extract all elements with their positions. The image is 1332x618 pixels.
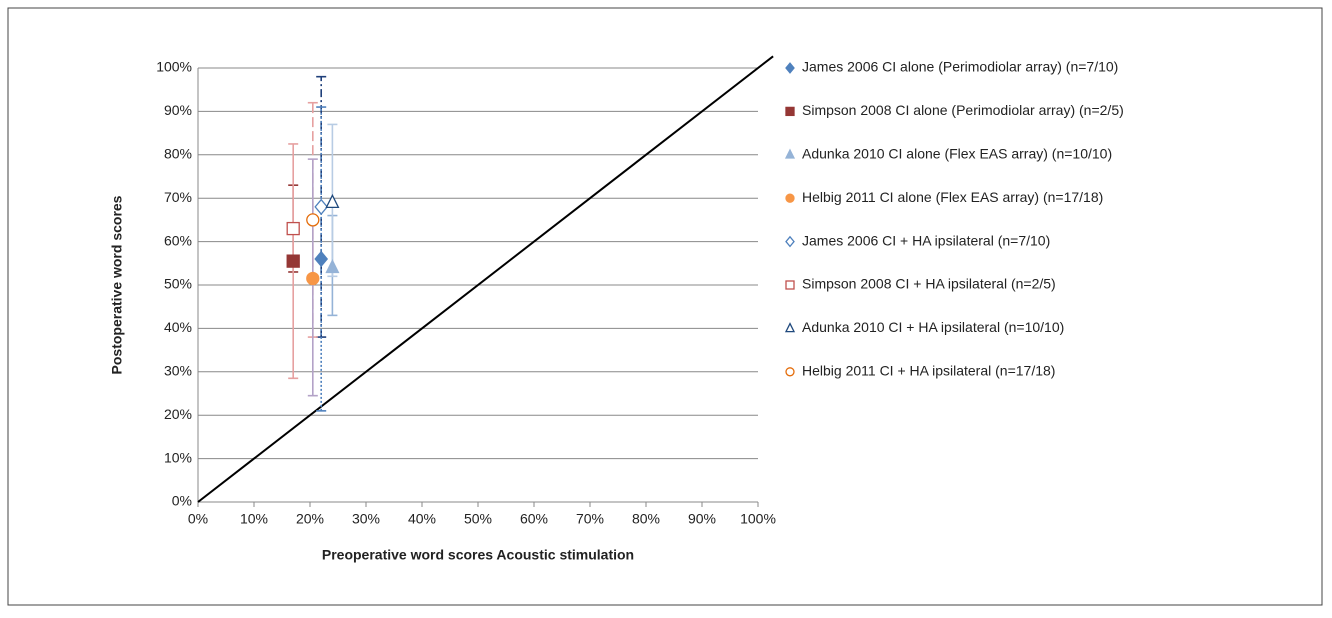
legend-marker (784, 322, 796, 333)
marker (286, 254, 300, 268)
x-tick-label: 40% (408, 511, 436, 527)
x-tick-label: 90% (688, 511, 716, 527)
x-tick-label: 70% (576, 511, 604, 527)
y-axis-title: Postoperative word scores (109, 195, 125, 374)
x-tick-label: 10% (240, 511, 268, 527)
x-tick-label: 0% (188, 511, 208, 527)
legend-label: Helbig 2011 CI alone (Flex EAS array) (n… (802, 189, 1103, 205)
y-tick-label: 70% (164, 189, 192, 205)
marker (325, 258, 340, 274)
legend-label: Adunka 2010 CI + HA ipsilateral (n=10/10… (802, 319, 1064, 335)
legend-marker (784, 148, 796, 159)
legend-label: Simpson 2008 CI + HA ipsilateral (n=2/5) (802, 276, 1056, 292)
y-tick-label: 80% (164, 146, 192, 162)
y-tick-label: 0% (172, 493, 192, 509)
x-tick-label: 30% (352, 511, 380, 527)
y-tick-label: 10% (164, 449, 192, 465)
legend-marker (785, 62, 795, 74)
legend-label: Helbig 2011 CI + HA ipsilateral (n=17/18… (802, 363, 1055, 379)
legend-marker (785, 235, 795, 248)
marker (286, 221, 300, 236)
x-axis-title: Preoperative word scores Acoustic stimul… (322, 547, 634, 563)
marker (314, 250, 329, 268)
y-tick-label: 100% (156, 59, 192, 75)
marker (306, 213, 320, 227)
legend-marker (785, 367, 795, 377)
y-tick-label: 60% (164, 232, 192, 248)
diagonal-line (197, 55, 774, 503)
marker (314, 198, 329, 216)
chart-frame (7, 7, 1323, 606)
legend-marker (785, 280, 795, 290)
y-tick-label: 50% (164, 276, 192, 292)
x-tick-label: 50% (464, 511, 492, 527)
y-tick-label: 90% (164, 102, 192, 118)
x-tick-label: 60% (520, 511, 548, 527)
marker (325, 193, 340, 208)
x-tick-label: 20% (296, 511, 324, 527)
legend-marker (785, 193, 795, 203)
y-tick-label: 40% (164, 319, 192, 335)
legend-marker (785, 106, 795, 117)
legend-label: James 2006 CI alone (Perimodiolar array)… (802, 59, 1118, 75)
marker (306, 271, 320, 286)
x-tick-label: 80% (632, 511, 660, 527)
legend-label: Simpson 2008 CI alone (Perimodiolar arra… (802, 102, 1124, 118)
y-tick-label: 30% (164, 363, 192, 379)
legend-label: Adunka 2010 CI alone (Flex EAS array) (n… (802, 146, 1112, 162)
x-tick-label: 100% (740, 511, 776, 527)
legend-label: James 2006 CI + HA ipsilateral (n=7/10) (802, 232, 1050, 248)
y-tick-label: 20% (164, 406, 192, 422)
